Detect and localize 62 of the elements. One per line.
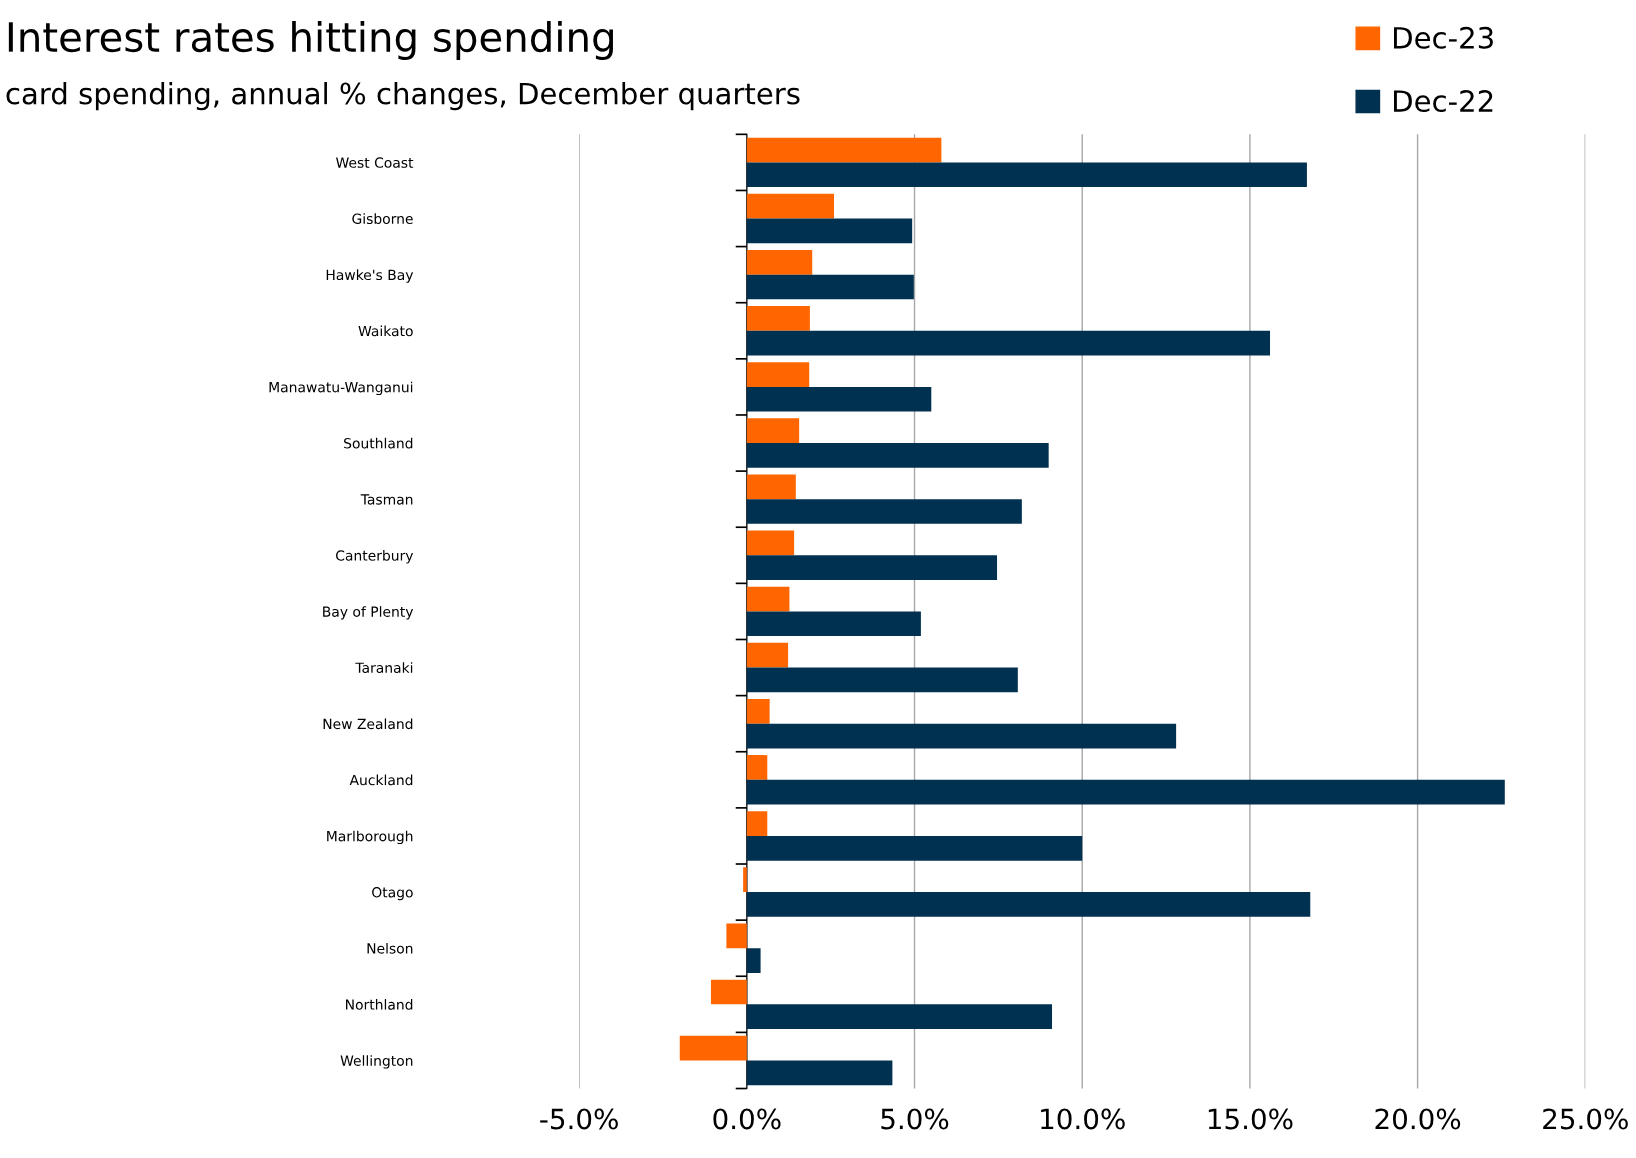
y-tick-label: West Coast: [336, 157, 414, 168]
y-tick-label: Otago: [372, 887, 413, 901]
bar: [746, 1060, 893, 1086]
x-tick-label: 20.0%: [1375, 1108, 1461, 1130]
bar: [746, 443, 1049, 468]
bar: [746, 892, 1311, 917]
bar: [746, 555, 998, 580]
bar: [743, 867, 747, 893]
bar: [746, 193, 835, 219]
bar: [746, 642, 789, 668]
y-tick-label: Northland: [346, 999, 413, 1010]
legend-label: Dec-23: [1394, 26, 1493, 49]
chart-subtitle: card spending, annual % changes, December quarters: [6, 82, 800, 111]
x-tick-label: -5.0%: [540, 1108, 618, 1130]
bar: [746, 530, 795, 556]
y-tick-label: Auckland: [349, 774, 413, 786]
bar: [710, 979, 747, 1005]
bar: [746, 811, 768, 836]
bar: [746, 611, 921, 637]
bar: [746, 137, 942, 163]
bar: [746, 306, 810, 331]
legend-label: Dec-22: [1394, 89, 1493, 113]
y-tick-label: Bay of Plenty: [323, 606, 414, 620]
y-tick-label: Marlborough: [327, 830, 413, 845]
bar: [746, 362, 810, 387]
bar: [746, 779, 1505, 805]
y-tick-label: Southland: [344, 437, 413, 449]
bar: [746, 474, 796, 500]
bar: [746, 1004, 1053, 1030]
x-tick-label: 10.0%: [1041, 1108, 1125, 1130]
bar: [746, 249, 813, 275]
bar: [746, 586, 790, 612]
bar: [746, 755, 768, 780]
chart-title: Interest rates hitting spending: [8, 21, 613, 61]
bar: [746, 218, 913, 244]
y-tick-label: Nelson: [367, 942, 413, 954]
bar: [746, 698, 770, 724]
bar: [746, 948, 761, 973]
x-tick-label: 25.0%: [1543, 1108, 1628, 1130]
bar: [746, 835, 1083, 861]
bar: [746, 499, 1022, 524]
y-tick-label: Gisborne: [352, 213, 413, 224]
y-tick-label: Canterbury: [336, 550, 414, 564]
bar: [746, 386, 932, 412]
bar: [746, 162, 1307, 188]
bar: [746, 418, 800, 444]
bar: [746, 723, 1177, 749]
bar: [679, 1035, 747, 1061]
y-tick-label: Wellington: [340, 1055, 413, 1069]
y-tick-label: Waikato: [358, 325, 413, 337]
x-tick-label: 5.0%: [881, 1108, 949, 1130]
x-tick-label: 0.0%: [713, 1108, 781, 1130]
y-tick-label: Hawke's Bay: [326, 269, 414, 283]
x-tick-label: 15.0%: [1208, 1108, 1293, 1130]
y-tick-label: Tasman: [360, 494, 413, 505]
bar: [746, 667, 1018, 693]
y-tick-label: New Zealand: [323, 718, 413, 730]
bar: [726, 923, 747, 949]
bar: [746, 274, 914, 300]
y-tick-label: Taranaki: [355, 662, 413, 674]
bar: [746, 330, 1271, 356]
y-tick-label: Manawatu-Wanganui: [269, 381, 413, 396]
